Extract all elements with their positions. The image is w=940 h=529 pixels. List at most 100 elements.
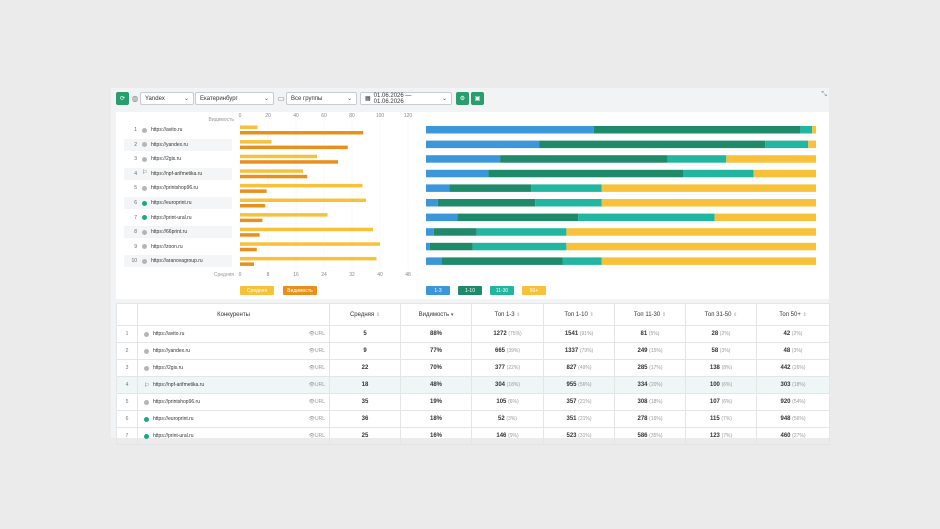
- header-top10[interactable]: Топ 1-10 ⇕: [543, 303, 615, 326]
- status-dot: [142, 258, 147, 264]
- visibility-cell: 19%: [400, 393, 472, 411]
- date-range-picker[interactable]: ▦ 01.06.2026 — 01.06.2026 ⌄: [360, 92, 452, 105]
- top50-cell: 138 (8%): [685, 359, 757, 377]
- stacked-segment: [601, 199, 816, 207]
- top30-cell: 586 (35%): [614, 427, 686, 445]
- x-tick-label-bottom: 40: [377, 272, 383, 278]
- row-index: 3: [116, 359, 138, 377]
- chart-row-label: 9 https://zoon.ru: [124, 241, 232, 253]
- legend-avg-button[interactable]: Средняя: [240, 286, 274, 295]
- competitor-site[interactable]: https://print-ural.ru: [153, 433, 194, 439]
- competitor-site[interactable]: https://avito.ru: [153, 331, 185, 337]
- url-link[interactable]: 👁URL: [308, 382, 325, 388]
- refresh-button[interactable]: ⟳: [116, 92, 129, 105]
- visibility-bar: [240, 174, 308, 179]
- competitor-cell: https://2gis.ru 👁URL: [137, 359, 330, 377]
- chevron-down-icon: ⌄: [263, 96, 269, 102]
- status-dot: [144, 331, 149, 337]
- refresh-icon: ⟳: [119, 96, 126, 102]
- x-tick-label-bottom: 16: [293, 272, 299, 278]
- competitor-site[interactable]: https://yandex.ru: [153, 348, 190, 354]
- stacked-segment: [472, 242, 567, 251]
- header-visibility[interactable]: Видимость ▾: [400, 303, 472, 326]
- engine-select[interactable]: Yandex ⌄: [140, 92, 194, 105]
- top30-cell: 278 (16%): [614, 410, 686, 428]
- table-row[interactable]: 6 https://europrint.ru 👁URL 36 18% 52 (3%) 351…: [116, 410, 830, 428]
- stacked-segment: [726, 155, 816, 163]
- avg-bar: [240, 183, 363, 188]
- avg-bar: [240, 227, 373, 232]
- stacked-segment: [426, 184, 450, 192]
- row-index: 1: [116, 325, 138, 343]
- legend-50-plus-button[interactable]: 50+: [522, 286, 546, 295]
- top3-cell: 377 (22%): [471, 359, 544, 377]
- sort-desc-icon: ▾: [450, 311, 454, 318]
- stacked-segment: [433, 228, 477, 236]
- x-tick-label-top: 40: [293, 113, 299, 119]
- url-link[interactable]: 👁URL: [308, 365, 325, 371]
- competitor-site[interactable]: https://printshop96.ru: [153, 399, 200, 405]
- eye-icon: 👁: [308, 399, 315, 405]
- top3-cell: 52 (3%): [471, 410, 544, 428]
- status-dot: [142, 156, 147, 162]
- visibility-cell: 88%: [400, 325, 472, 343]
- visibility-bar: [240, 233, 260, 237]
- row-number: 3: [134, 156, 137, 163]
- table-row[interactable]: 3 https://2gis.ru 👁URL 22 70% 377 (22%) 827 (4…: [116, 359, 830, 377]
- avg-cell: 18: [329, 376, 401, 394]
- avg-cell: 9: [329, 342, 401, 360]
- url-link[interactable]: 👁URL: [308, 416, 325, 422]
- status-dot: [144, 348, 149, 354]
- top50-cell: 28 (2%): [685, 325, 757, 343]
- top50plus-cell: 920 (54%): [756, 393, 830, 411]
- legend-11-30-button[interactable]: 11-30: [490, 286, 514, 295]
- url-link[interactable]: 👁URL: [308, 399, 325, 405]
- competitors-table: Конкуренты Средняя ⇕ Видимость ▾ Топ 1-3…: [116, 303, 830, 445]
- url-link[interactable]: 👁URL: [308, 433, 325, 439]
- competitor-site[interactable]: https://2gis.ru: [153, 365, 184, 371]
- url-link[interactable]: 👁URL: [308, 348, 325, 354]
- visibility-cell: 48%: [400, 376, 472, 394]
- header-top30[interactable]: Топ 11-30 ⇕: [614, 303, 686, 326]
- table-row[interactable]: 2 https://yandex.ru 👁URL 9 77% 665 (39%) 1337 …: [116, 342, 830, 360]
- header-avg[interactable]: Средняя ⇕: [329, 303, 401, 326]
- header-top3[interactable]: Топ 1-3 ⇕: [471, 303, 544, 326]
- region-select[interactable]: Екатеринбург ⌄: [195, 92, 274, 105]
- table-row[interactable]: 4 ⚐ https://npf-arifmetika.ru 👁URL 18 48% 304 …: [116, 376, 830, 394]
- url-link[interactable]: 👁URL: [308, 331, 325, 337]
- legend-1-3-button[interactable]: 1-3: [426, 286, 450, 295]
- site-name: https://66print.ru: [151, 229, 188, 236]
- stacked-segment: [714, 213, 816, 222]
- table-row[interactable]: 1 https://avito.ru 👁URL 5 88% 1272 (75%) 1541 …: [116, 325, 830, 343]
- sort-icon: ⇕: [661, 311, 667, 318]
- x-tick-label-top: 100: [376, 113, 385, 119]
- row-index: 2: [116, 342, 138, 360]
- top30-cell: 285 (17%): [614, 359, 686, 377]
- competitor-site[interactable]: https://npf-arifmetika.ru: [153, 382, 205, 388]
- groups-select[interactable]: Все группы ⌄: [286, 92, 357, 105]
- header-competitors[interactable]: Конкуренты: [137, 303, 330, 326]
- stacked-segment: [566, 228, 816, 236]
- export-button[interactable]: ▣: [471, 92, 484, 105]
- stacked-segment: [437, 199, 536, 207]
- table-row[interactable]: 7 https://print-ural.ru 👁URL 25 16% 146 (9%) 5…: [116, 427, 830, 445]
- chart-row-label: 3 https://2gis.ru: [124, 153, 232, 165]
- top50-cell: 100 (6%): [685, 376, 757, 394]
- competitor-site[interactable]: https://europrint.ru: [153, 416, 194, 422]
- legend-1-10-button[interactable]: 1-10: [458, 286, 482, 295]
- stacked-segment: [601, 184, 816, 192]
- settings-button[interactable]: ⚙: [456, 92, 469, 105]
- folder-icon: ▭: [277, 94, 285, 103]
- stacked-segment: [539, 140, 766, 149]
- legend-visibility-button[interactable]: Видимость: [283, 286, 317, 295]
- visibility-cell: 16%: [400, 427, 472, 445]
- header-top50[interactable]: Топ 31-50 ⇕: [685, 303, 757, 326]
- x-tick-label-bottom: 48: [405, 272, 411, 278]
- resize-icon[interactable]: ⤡: [821, 91, 827, 98]
- table-row[interactable]: 5 https://printshop96.ru 👁URL 35 19% 105 (6%)…: [116, 393, 830, 411]
- chevron-down-icon: ⌄: [346, 96, 352, 102]
- top50plus-cell: 460 (27%): [756, 427, 830, 445]
- avg-cell: 25: [329, 427, 401, 445]
- header-top50plus[interactable]: Топ 50+ ⇕: [756, 303, 830, 326]
- calendar-icon: ▦: [365, 96, 371, 102]
